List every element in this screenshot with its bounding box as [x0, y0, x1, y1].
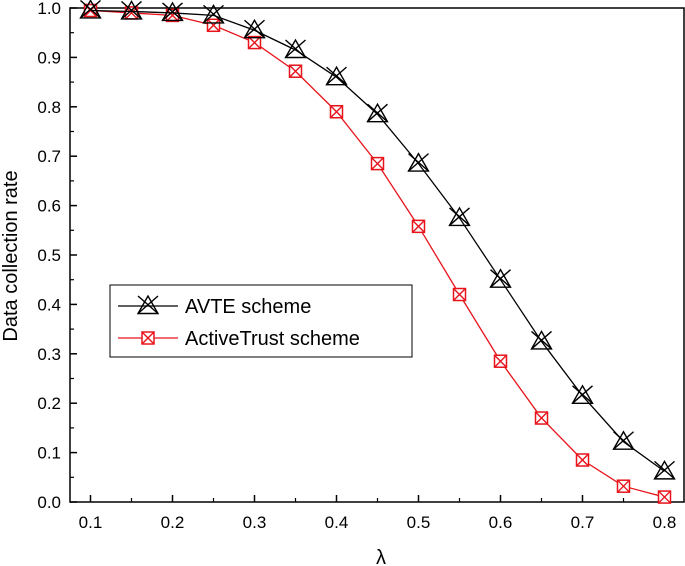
x-axis-label: λ: [376, 547, 386, 566]
y-tick-label: 0.4: [37, 295, 61, 314]
series-activetrust: [83, 3, 672, 504]
legend-label: ActiveTrust scheme: [185, 328, 360, 350]
y-tick-label: 0.2: [37, 394, 61, 413]
x-tick-label: 0.8: [653, 513, 677, 532]
y-tick-label: 0.0: [37, 493, 61, 512]
y-tick-label: 0.6: [37, 197, 61, 216]
series-line: [90, 9, 665, 472]
y-axis: 0.0 0.1 0.2 0.3 0.4 0.5 0.6 0.7 0.8 0.9 1.0: [37, 0, 77, 512]
x-tick-label: 0.5: [407, 513, 431, 532]
series-line: [90, 9, 665, 498]
data-point-marker: [534, 411, 549, 425]
data-point-marker: [452, 287, 467, 302]
legend-label: AVTE scheme: [185, 296, 311, 318]
x-tick-label: 0.4: [325, 513, 349, 532]
y-tick-label: 0.7: [37, 147, 61, 166]
data-point-marker: [206, 18, 221, 33]
x-tick-label: 0.3: [243, 513, 267, 532]
legend: AVTE scheme ActiveTrust scheme: [109, 284, 413, 358]
data-point-marker: [247, 35, 262, 50]
y-tick-label: 0.1: [37, 444, 61, 463]
legend-marker: [141, 331, 155, 345]
legend-marker: [136, 294, 160, 315]
x-axis: 0.1 0.2 0.3 0.4 0.5 0.6 0.7 0.8: [79, 495, 677, 532]
legend-item: AVTE scheme: [118, 294, 311, 318]
legend-box: [109, 284, 413, 358]
data-point-marker: [370, 156, 385, 171]
data-point-marker: [411, 219, 426, 234]
x-tick-label: 0.2: [161, 513, 185, 532]
data-point-marker: [448, 206, 471, 227]
data-point-marker: [489, 268, 512, 288]
data-point-marker: [616, 479, 631, 493]
data-point-marker: [243, 18, 266, 39]
data-point-marker: [575, 453, 590, 467]
data-point-marker: [284, 38, 307, 59]
y-tick-label: 0.3: [37, 345, 61, 364]
data-point-marker: [325, 65, 348, 86]
data-point-marker: [288, 64, 303, 78]
data-point-marker: [329, 104, 344, 119]
series-avte: [79, 0, 676, 480]
data-point-marker: [530, 330, 553, 350]
x-tick-label: 0.6: [489, 513, 513, 532]
data-point-marker: [657, 490, 672, 504]
data-point-marker: [407, 152, 430, 172]
data-point-marker: [493, 354, 508, 368]
y-axis-label: Data collection rate: [0, 170, 22, 341]
series-layer: [79, 0, 676, 504]
data-point-marker: [202, 3, 225, 24]
data-point-marker: [571, 384, 594, 404]
y-tick-label: 0.9: [37, 48, 61, 67]
plot-border: [69, 7, 685, 503]
data-point-marker: [79, 0, 102, 19]
y-tick-label: 0.5: [37, 246, 61, 265]
data-point-marker: [161, 1, 184, 22]
y-tick-label: 1.0: [37, 0, 61, 18]
data-point-marker: [366, 102, 389, 123]
data-point-marker: [653, 459, 676, 480]
x-tick-label: 0.7: [571, 513, 595, 532]
data-point-marker: [120, 0, 143, 20]
plot-frame: [69, 7, 685, 503]
x-tick-label: 0.1: [79, 513, 103, 532]
data-point-marker: [612, 430, 635, 450]
legend-item: ActiveTrust scheme: [118, 328, 360, 350]
y-tick-label: 0.8: [37, 98, 61, 117]
